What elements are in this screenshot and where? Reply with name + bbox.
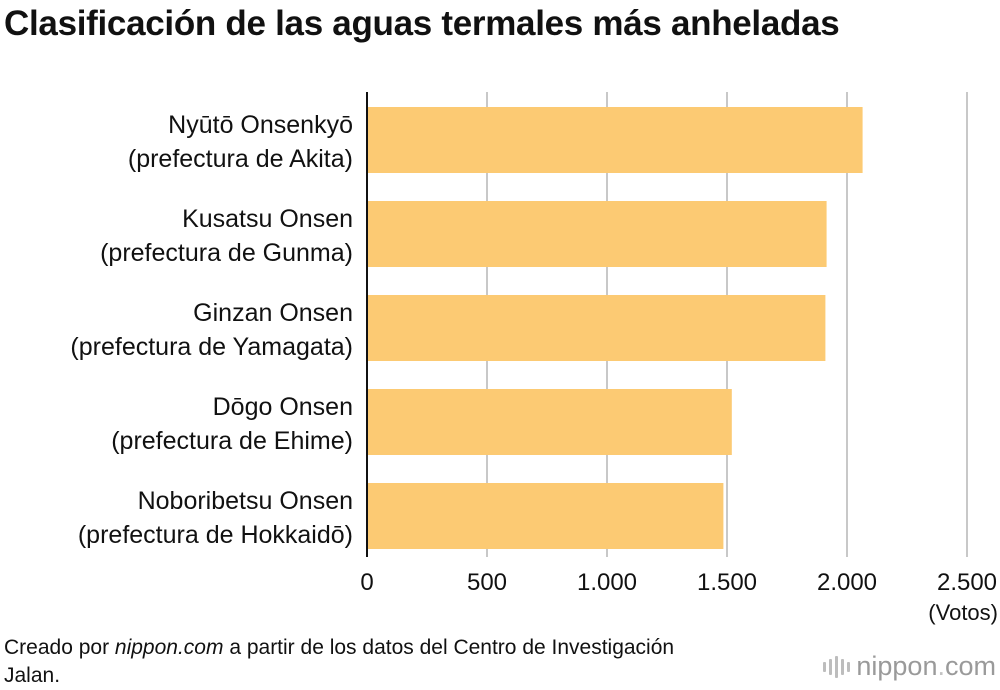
nippon-logo: nippon.com xyxy=(823,651,996,682)
bar xyxy=(367,201,827,267)
logo-bars-icon xyxy=(823,655,851,678)
bar xyxy=(367,483,724,549)
x-axis-unit-label: (Votos) xyxy=(928,600,998,625)
source-prefix: Creado por xyxy=(4,636,115,659)
category-label-line: Nyūtō Onsenkyō xyxy=(168,111,353,139)
category-label-line: Ginzan Onsen xyxy=(193,299,353,327)
category-label-line: (prefectura de Hokkaidō) xyxy=(78,521,353,549)
category-label-line: Noboribetsu Onsen xyxy=(138,487,353,515)
category-label: Kusatsu Onsen (prefectura de Gunma) xyxy=(100,205,353,267)
category-label: Nyūtō Onsenkyō (prefectura de Akita) xyxy=(128,111,353,173)
x-tick-label: 1.000 xyxy=(577,569,637,596)
category-label-line: (prefectura de Akita) xyxy=(128,145,353,173)
bars xyxy=(367,107,863,549)
bar xyxy=(367,389,732,455)
category-label-line: (prefectura de Ehime) xyxy=(111,427,353,455)
category-label-line: (prefectura de Gunma) xyxy=(100,239,353,267)
source-site-link[interactable]: nippon.com xyxy=(114,636,224,659)
category-label-line: (prefectura de Yamagata) xyxy=(70,333,353,361)
category-label: Ginzan Onsen (prefectura de Yamagata) xyxy=(70,299,353,361)
x-tick-label: 1.500 xyxy=(697,569,757,596)
x-tick-labels: 0 500 1.000 1.500 2.000 2.500 xyxy=(360,569,997,596)
category-label-line: Dōgo Onsen xyxy=(213,393,353,421)
x-tick-label: 0 xyxy=(360,569,373,596)
x-tick-label: 2.000 xyxy=(817,569,877,596)
chart-title: Clasificación de las aguas termales más … xyxy=(4,4,840,43)
category-label: Noboribetsu Onsen (prefectura de Hokkaidō… xyxy=(78,487,353,549)
x-tick-label: 500 xyxy=(467,569,507,596)
category-label-line: Kusatsu Onsen xyxy=(182,205,353,233)
category-labels: Nyūtō Onsenkyō (prefectura de Akita) Kusat… xyxy=(70,111,353,549)
logo-text: nippon.com xyxy=(856,651,996,681)
bar xyxy=(367,295,826,361)
category-label: Dōgo Onsen (prefectura de Ehime) xyxy=(111,393,353,455)
source-note: Creado por nippon.com a partir de los da… xyxy=(4,634,704,690)
source-suffix: a partir de los datos del Centro de Inve… xyxy=(4,636,675,687)
x-tick-label: 2.500 xyxy=(937,569,997,596)
bar xyxy=(367,107,863,173)
